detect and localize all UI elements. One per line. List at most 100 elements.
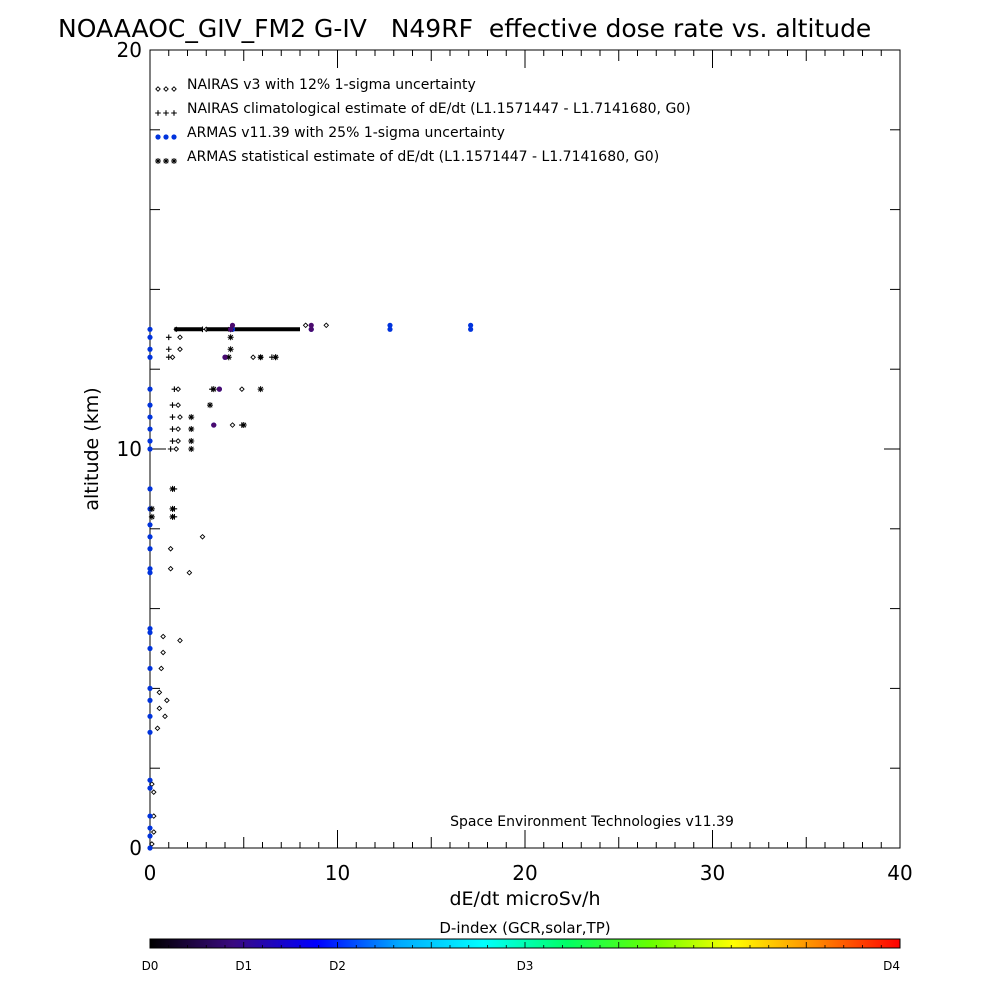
legend-entry: ARMAS v11.39 with 25% 1-sigma uncertaint… <box>155 125 505 141</box>
data-point <box>147 402 153 408</box>
chart-title: NOAAAOC_GIV_FM2 G-IV N49RF effective dos… <box>58 14 871 43</box>
data-point <box>147 414 153 420</box>
series-3 <box>147 322 474 851</box>
data-point <box>228 326 234 332</box>
data-point <box>229 422 236 428</box>
legend-label: ARMAS v11.39 with 25% 1-sigma uncertaint… <box>187 125 505 141</box>
data-point <box>216 386 222 392</box>
legend-marker <box>171 86 177 92</box>
x-tick-label: 10 <box>325 861 350 885</box>
data-point <box>160 633 166 640</box>
data-point <box>160 649 166 656</box>
legend-entry: NAIRAS climatological estimate of dE/dt … <box>155 101 691 117</box>
data-point <box>165 346 172 353</box>
colorbar-label: D0 <box>142 959 159 973</box>
data-point <box>167 446 174 452</box>
legend-marker <box>171 158 177 164</box>
data-point <box>227 334 234 341</box>
data-point <box>199 326 206 333</box>
data-point <box>240 422 247 429</box>
data-point <box>211 422 217 428</box>
legend-label: NAIRAS climatological estimate of dE/dt … <box>187 101 691 117</box>
data-point <box>158 665 165 672</box>
data-point <box>210 386 217 393</box>
data-point <box>147 446 153 452</box>
data-point <box>186 569 193 576</box>
data-point <box>169 402 176 408</box>
data-point <box>308 322 314 328</box>
data-point <box>468 326 474 332</box>
series-4 <box>148 326 279 520</box>
series-1 <box>149 322 330 847</box>
data-point <box>147 729 153 735</box>
data-point <box>257 386 264 393</box>
data-point <box>272 354 279 361</box>
data-point <box>147 785 153 791</box>
data-point <box>147 813 153 819</box>
data-point <box>177 637 183 644</box>
legend-marker <box>163 158 169 164</box>
legend-marker <box>155 110 161 116</box>
data-point <box>177 334 183 341</box>
data-point <box>147 570 153 576</box>
data-point <box>169 354 176 361</box>
data-point <box>387 322 393 328</box>
data-point <box>173 326 180 333</box>
colorbar-title: D-index (GCR,solar,TP) <box>439 919 610 937</box>
series-5 <box>211 322 314 428</box>
data-point <box>169 505 176 512</box>
data-point <box>147 346 153 352</box>
data-point <box>169 438 176 444</box>
data-point <box>147 697 153 703</box>
plot-frame <box>149 49 901 849</box>
data-point <box>147 354 153 360</box>
legend-marker <box>155 134 161 140</box>
data-point <box>203 326 210 333</box>
data-point <box>147 522 153 528</box>
data-point <box>147 438 153 444</box>
data-point <box>156 705 163 712</box>
legend-marker <box>171 134 177 140</box>
data-point <box>227 346 234 353</box>
data-point <box>387 326 393 332</box>
data-point <box>225 354 232 361</box>
data-point <box>175 426 181 432</box>
data-point <box>147 566 153 572</box>
data-point <box>323 322 330 329</box>
data-point <box>257 354 264 361</box>
x-axis-label: dE/dt microSv/h <box>449 888 600 910</box>
axes-layer: 0 10 20 30 40 0 10 20 <box>117 38 913 885</box>
y-tick-label: 20 <box>117 38 142 62</box>
data-point <box>222 354 228 360</box>
data-point <box>188 426 195 433</box>
data-point <box>169 513 176 520</box>
colorbar-label: D4 <box>883 959 900 973</box>
data-point <box>148 513 155 520</box>
data-point <box>147 845 153 851</box>
data-point <box>169 485 176 492</box>
data-point <box>468 322 474 328</box>
data-point <box>147 486 153 492</box>
legend-entry: NAIRAS v3 with 12% 1-sigma uncertainty <box>155 77 476 93</box>
data-point <box>147 625 153 632</box>
data-point <box>169 414 176 420</box>
x-tick-label: 40 <box>887 861 912 885</box>
data-point <box>177 346 183 353</box>
data-point <box>175 402 181 408</box>
colorbar-label: D1 <box>235 959 252 973</box>
data-point <box>150 789 157 795</box>
legend-marker <box>163 110 169 116</box>
data-point <box>229 322 236 328</box>
colorbar-label: D3 <box>517 959 534 973</box>
legend-entry: ARMAS statistical estimate of dE/dt (L1.… <box>155 149 659 165</box>
legend: NAIRAS v3 with 12% 1-sigma uncertainty NA… <box>155 77 691 165</box>
data-point <box>164 697 170 704</box>
y-tick-label: 0 <box>129 836 142 860</box>
legend-marker <box>155 86 161 92</box>
y-tick-label: 10 <box>117 437 142 461</box>
data-point <box>173 446 180 452</box>
legend-label: ARMAS statistical estimate of dE/dt (L1.… <box>187 149 659 165</box>
y-axis-label: altitude (km) <box>81 387 103 510</box>
data-point <box>156 689 163 696</box>
